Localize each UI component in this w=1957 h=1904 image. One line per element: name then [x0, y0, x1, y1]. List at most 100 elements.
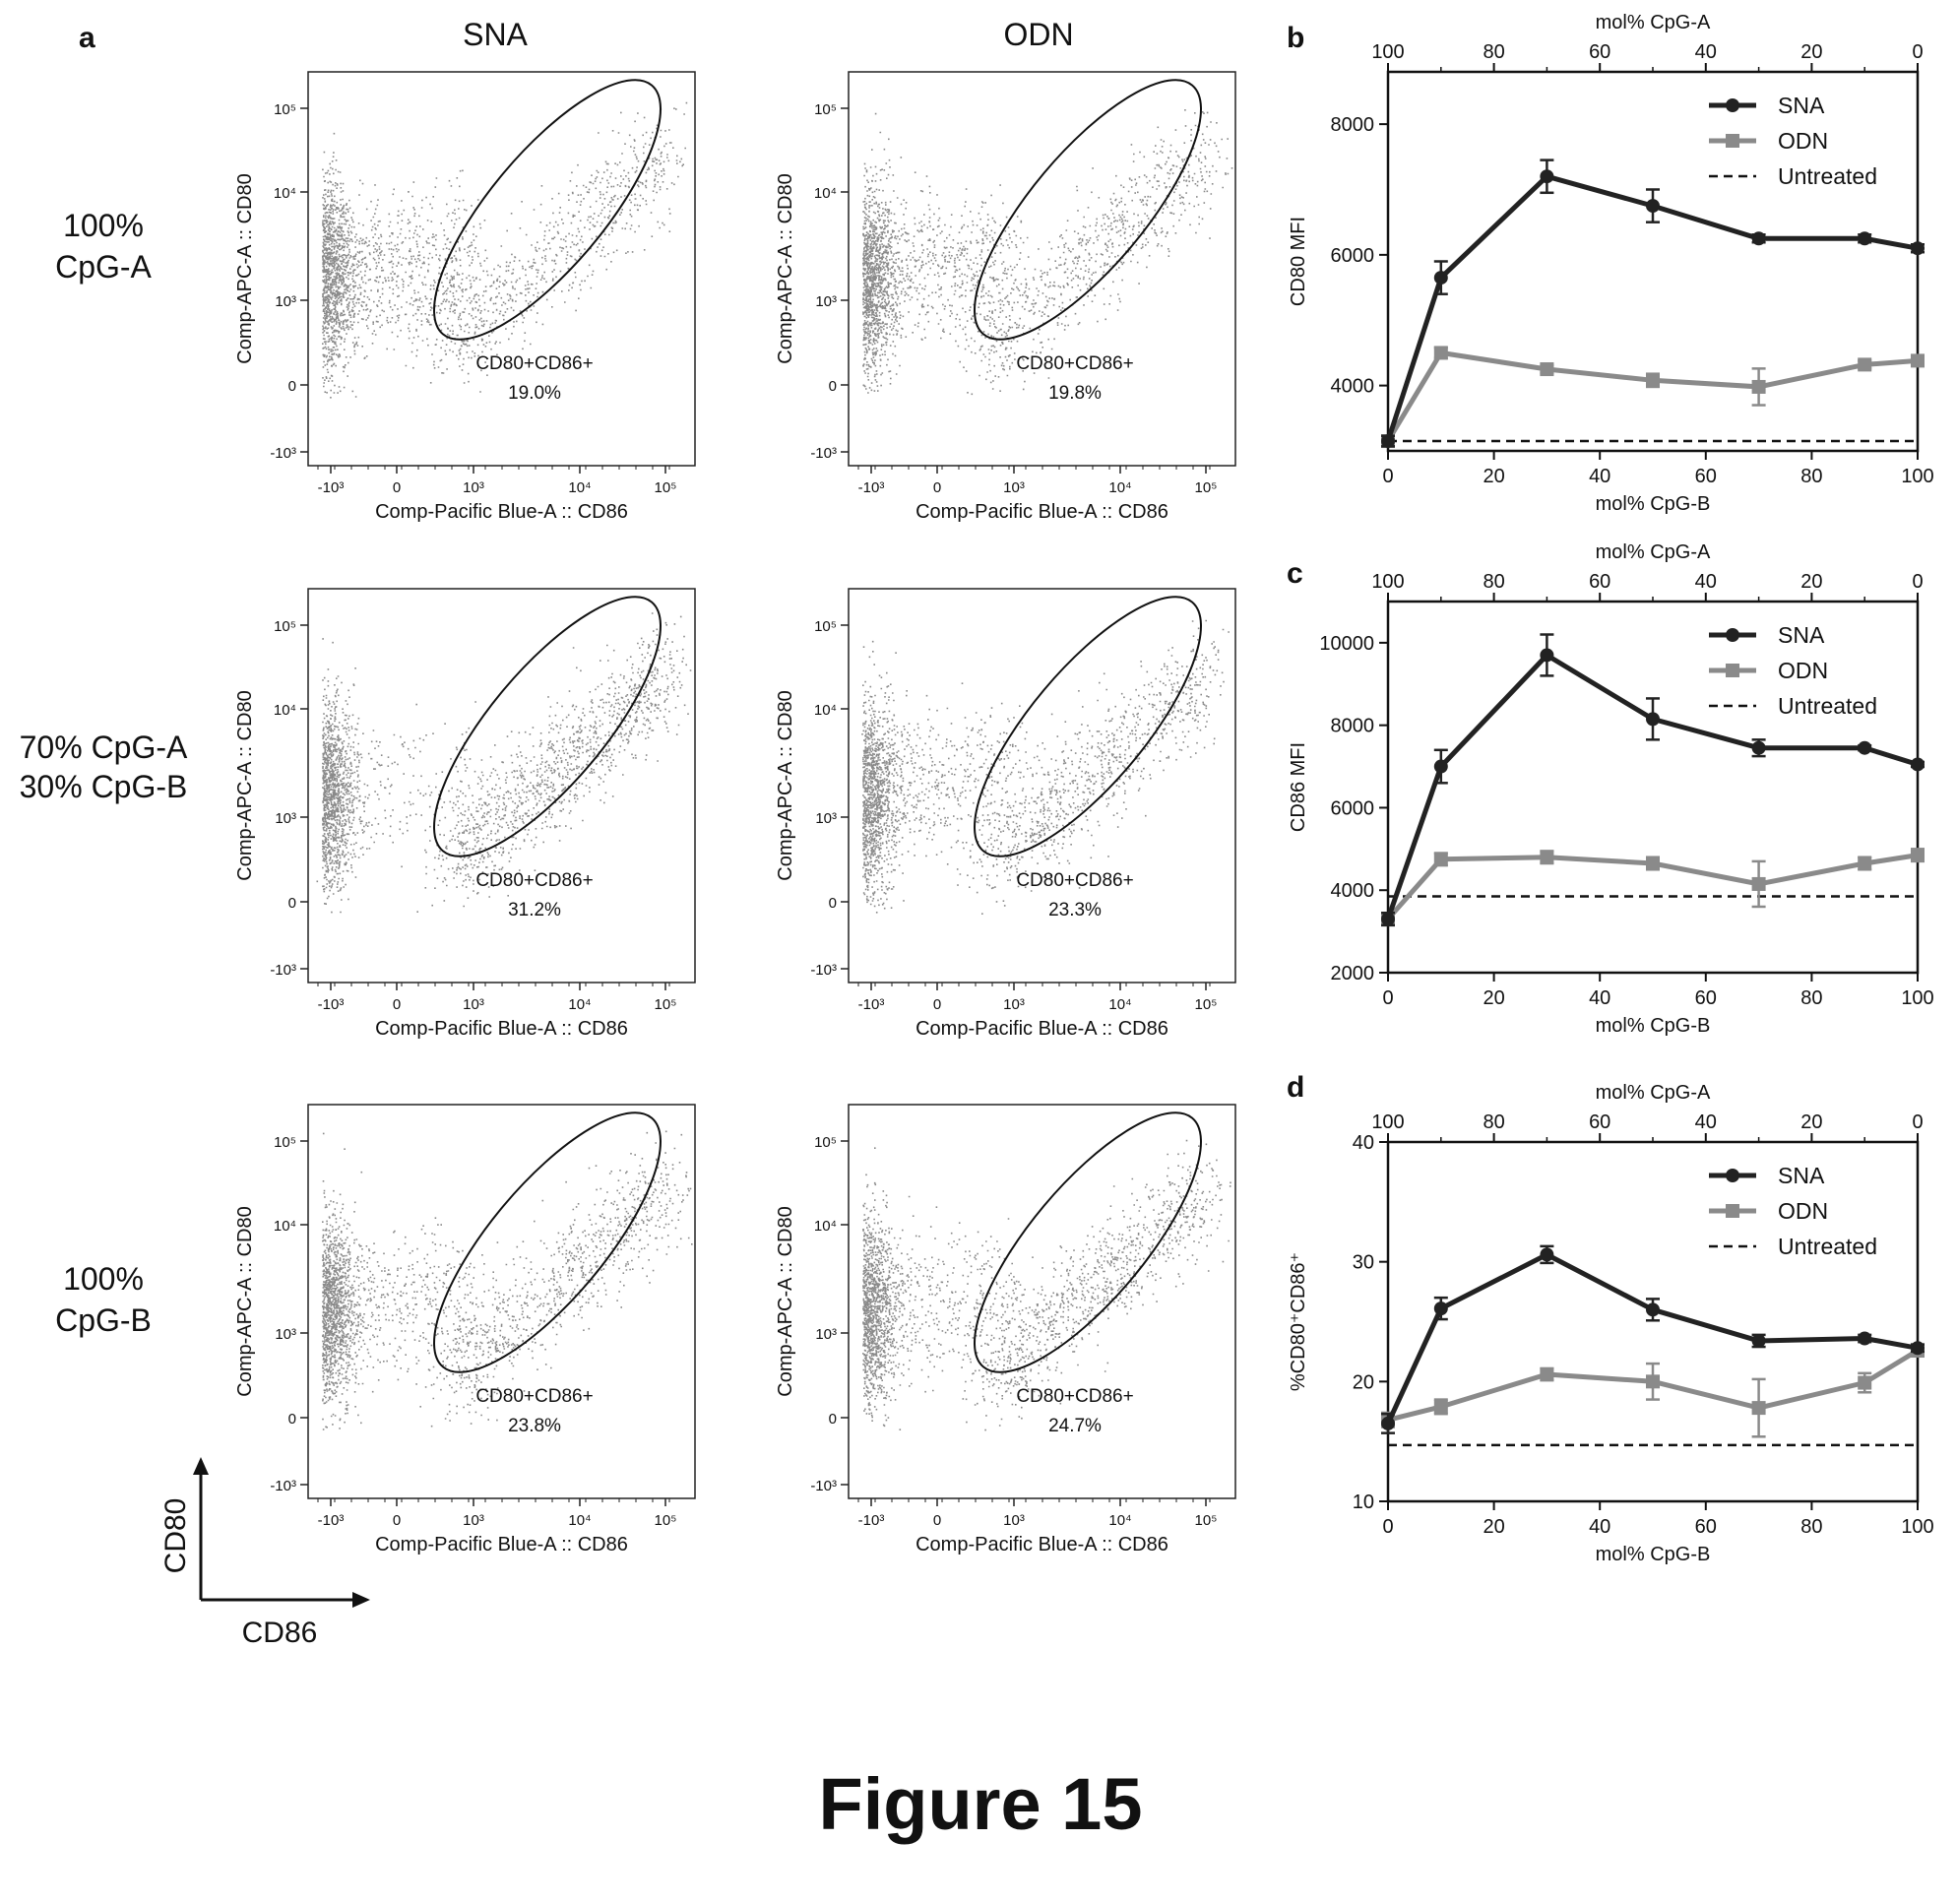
- xtick-label: 100: [1901, 466, 1933, 487]
- flow-ytick-label: -10³: [810, 445, 837, 462]
- legend-marker: [1726, 134, 1739, 148]
- flow-ytick-label: -10³: [270, 1478, 296, 1494]
- ytick-label: 10000: [1319, 633, 1374, 655]
- top-xtick-label: 100: [1371, 41, 1404, 63]
- flow-plot-frame: [848, 1104, 1236, 1499]
- flow-plot-frame: [848, 588, 1236, 984]
- key-x-arrowhead: [352, 1592, 370, 1608]
- flow-plot-frame: [307, 71, 696, 467]
- flow-plot-frame: [307, 1104, 696, 1499]
- flow-events: [862, 109, 1233, 396]
- gate-percent: 24.7%: [1048, 1416, 1102, 1436]
- point-sna: [1646, 1302, 1660, 1317]
- flow-xtick-label: 10⁵: [655, 996, 677, 1013]
- xtick-label: 100: [1901, 1516, 1933, 1538]
- gate-name: CD80+CD86+: [475, 353, 593, 374]
- gate-percent: 19.0%: [508, 383, 561, 404]
- flow-ytick-label: 10⁴: [274, 1218, 296, 1235]
- flow-xtick-label: 10³: [463, 479, 484, 496]
- flow-plot-r0-c1: CD80+CD86+ 19.8% 10⁵ 10⁴ 10³ 0 -10³ -10³ 0 10³ 10⁴…: [775, 71, 1236, 523]
- flow-ytick-label: 10³: [275, 1326, 296, 1343]
- flow-ytick-label: 10⁵: [814, 618, 837, 635]
- xtick-label: 80: [1800, 987, 1822, 1009]
- xtick-label: 40: [1589, 1516, 1610, 1538]
- series-line-odn: [1385, 349, 1919, 443]
- flow-xlabel: Comp-Pacific Blue-A :: CD86: [915, 501, 1168, 523]
- flow-ytick-label: 10³: [815, 293, 837, 310]
- point-sna: [1751, 1333, 1766, 1348]
- point-sna: [1540, 648, 1554, 663]
- flow-events: [861, 619, 1230, 915]
- flow-ytick-label: 0: [829, 895, 837, 912]
- ytick-label: 20: [1353, 1371, 1374, 1393]
- gate-name: CD80+CD86+: [475, 870, 593, 891]
- flow-plot-frame: [307, 588, 696, 984]
- flow-xtick-label: 0: [933, 996, 941, 1013]
- xtick-label: 20: [1483, 987, 1504, 1009]
- flow-ylabel: Comp-APC-A :: CD80: [234, 690, 256, 880]
- point-odn: [1540, 850, 1554, 864]
- point-sna: [1646, 199, 1660, 214]
- flow-xtick-label: 10⁵: [1195, 996, 1218, 1013]
- y-axis-title: CD86 MFI: [1288, 742, 1309, 832]
- top-xtick-label: 0: [1912, 1111, 1923, 1133]
- flow-xtick-label: 0: [393, 1512, 401, 1529]
- ytick-label: 10: [1353, 1491, 1374, 1513]
- xtick-label: 0: [1382, 1516, 1393, 1538]
- xtick-label: 60: [1695, 987, 1717, 1009]
- gate-percent: 31.2%: [508, 900, 561, 920]
- row-label-1-line2: 30% CpG-B: [20, 769, 188, 804]
- point-sna: [1433, 759, 1448, 774]
- point-odn: [1433, 346, 1448, 360]
- flow-xtick-label: 10⁵: [655, 479, 677, 496]
- flow-xtick-label: 10³: [463, 1512, 484, 1529]
- panel-a-flow-plots: CD80+CD86+ 19.0% 10⁵ 10⁴ 10³ 0 -10³ -10³ 0 10³ 10⁴…: [234, 71, 1236, 1555]
- xtick-label: 0: [1382, 987, 1393, 1009]
- flow-ytick-label: 10⁵: [274, 101, 296, 118]
- top-axis-title: mol% CpG-A: [1596, 12, 1711, 33]
- legend-marker: [1726, 1204, 1739, 1218]
- line-chart-b: 0 20 40 60 80 100 100 80 60 40 20 0 4000 6000 8000 mol%…: [1288, 12, 1934, 515]
- top-xtick-label: 40: [1695, 1111, 1717, 1133]
- top-xtick-label: 20: [1800, 571, 1822, 593]
- flow-ytick-label: -10³: [270, 445, 296, 462]
- xtick-label: 100: [1901, 987, 1933, 1009]
- flow-ytick-label: -10³: [810, 962, 837, 979]
- flow-ytick-label: 10⁵: [814, 1134, 837, 1151]
- gate-ellipse: [974, 596, 1202, 857]
- point-odn: [1751, 379, 1766, 394]
- gate-name: CD80+CD86+: [1016, 1386, 1133, 1407]
- column-header-odn: ODN: [1003, 17, 1073, 52]
- ytick-label: 30: [1353, 1252, 1374, 1274]
- flow-xtick-label: 10⁵: [1195, 479, 1218, 496]
- flow-xtick-label: 10⁴: [1108, 1512, 1131, 1529]
- top-xtick-label: 80: [1483, 571, 1504, 593]
- flow-ytick-label: 10⁴: [814, 702, 837, 719]
- plot-frame: [1386, 70, 1920, 453]
- point-odn: [1751, 1401, 1766, 1416]
- top-axis-title: mol% CpG-A: [1596, 541, 1711, 563]
- flow-ytick-label: 10³: [275, 810, 296, 827]
- legend-label: Untreated: [1778, 1234, 1877, 1259]
- top-xtick-label: 80: [1483, 41, 1504, 63]
- gate-percent: 23.8%: [508, 1416, 561, 1436]
- legend-marker: [1726, 628, 1739, 642]
- line-chart-d: 0 20 40 60 80 100 100 80 60 40 20 0 10 20 30 40 mol% CpG…: [1288, 1082, 1934, 1565]
- x-axis-title: mol% CpG-B: [1596, 1544, 1711, 1565]
- flow-xtick-label: -10³: [858, 479, 885, 496]
- point-odn: [1646, 856, 1660, 870]
- point-sna: [1433, 271, 1448, 286]
- gate-percent: 19.8%: [1048, 383, 1102, 404]
- top-xtick-label: 0: [1912, 571, 1923, 593]
- ytick-label: 4000: [1331, 376, 1375, 398]
- flow-ytick-label: 0: [288, 895, 296, 912]
- top-xtick-label: 60: [1589, 1111, 1610, 1133]
- point-odn: [1433, 1399, 1448, 1414]
- point-odn: [1540, 362, 1554, 377]
- flow-xtick-label: 10⁴: [568, 996, 591, 1013]
- flow-plot-r2-c1: CD80+CD86+ 24.7% 10⁵ 10⁴ 10³ 0 -10³ -10³ 0 10³ 10⁴…: [775, 1104, 1236, 1555]
- flow-plot-r1-c1: CD80+CD86+ 23.3% 10⁵ 10⁴ 10³ 0 -10³ -10³ 0 10³ 10⁴…: [775, 588, 1236, 1040]
- flow-ytick-label: 0: [829, 1411, 837, 1428]
- top-xtick-label: 20: [1800, 1111, 1822, 1133]
